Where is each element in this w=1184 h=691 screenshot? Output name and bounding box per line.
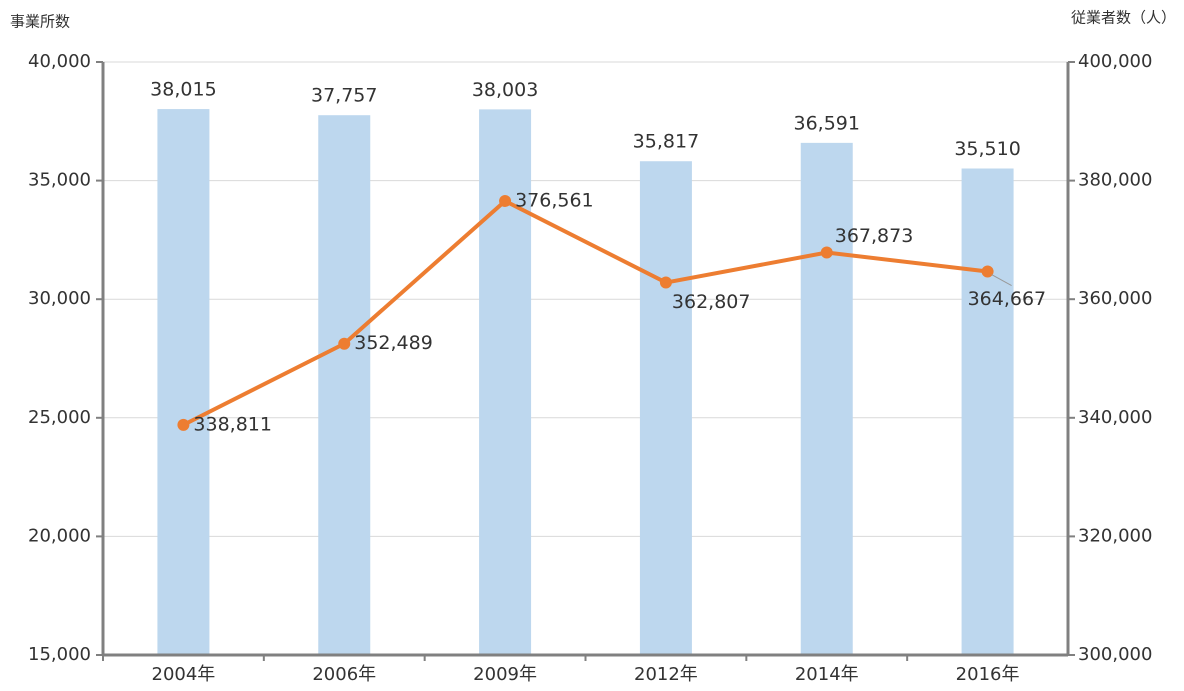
- x-tick-label: 2012年: [634, 664, 698, 685]
- y2-axis-title: 従業者数（人）: [1071, 9, 1176, 27]
- line-value-label: 367,873: [835, 225, 914, 247]
- line-value-label: 362,807: [672, 291, 751, 313]
- y2-tick-label: 340,000: [1078, 407, 1152, 428]
- x-tick-label: 2009年: [473, 664, 537, 685]
- bar-value-label: 38,015: [150, 79, 216, 101]
- bar-value-label: 35,510: [954, 138, 1020, 160]
- bar-value-label: 35,817: [633, 131, 699, 153]
- y2-tick-label: 380,000: [1078, 170, 1152, 191]
- x-tick-label: 2016年: [956, 664, 1020, 685]
- bar-value-label: 36,591: [794, 112, 860, 134]
- bar: [639, 161, 692, 655]
- bar: [961, 168, 1014, 655]
- y2-tick-label: 400,000: [1078, 51, 1152, 72]
- line-point: [820, 246, 833, 259]
- line-value-label: 338,811: [193, 413, 272, 435]
- x-tick-label: 2006年: [312, 664, 376, 685]
- y-tick-label: 40,000: [28, 51, 91, 72]
- bar: [800, 142, 853, 656]
- bar-value-label: 38,003: [472, 79, 538, 101]
- x-tick-label: 2014年: [795, 664, 859, 685]
- bar: [157, 109, 210, 655]
- x-tick-label: 2004年: [152, 664, 216, 685]
- line-point: [659, 276, 672, 289]
- bar: [318, 115, 371, 655]
- line-point: [338, 337, 351, 350]
- line-value-label: 376,561: [515, 189, 594, 211]
- y2-tick-label: 360,000: [1078, 288, 1152, 309]
- y-tick-label: 15,000: [28, 644, 91, 665]
- line-point: [499, 194, 512, 207]
- y2-tick-label: 320,000: [1078, 525, 1152, 546]
- y-axis-title: 事業所数: [10, 13, 70, 31]
- bar-value-label: 37,757: [311, 85, 377, 107]
- y-tick-label: 30,000: [28, 288, 91, 309]
- line-value-label: 352,489: [354, 332, 433, 354]
- y-tick-label: 25,000: [28, 407, 91, 428]
- leader-line: [991, 274, 1012, 286]
- y-tick-label: 35,000: [28, 170, 91, 191]
- y2-tick-label: 300,000: [1078, 644, 1152, 665]
- line: [182, 198, 988, 427]
- line-point: [981, 265, 994, 278]
- y-tick-label: 20,000: [28, 525, 91, 546]
- line-point: [177, 418, 190, 431]
- line-value-label: 364,667: [968, 288, 1047, 310]
